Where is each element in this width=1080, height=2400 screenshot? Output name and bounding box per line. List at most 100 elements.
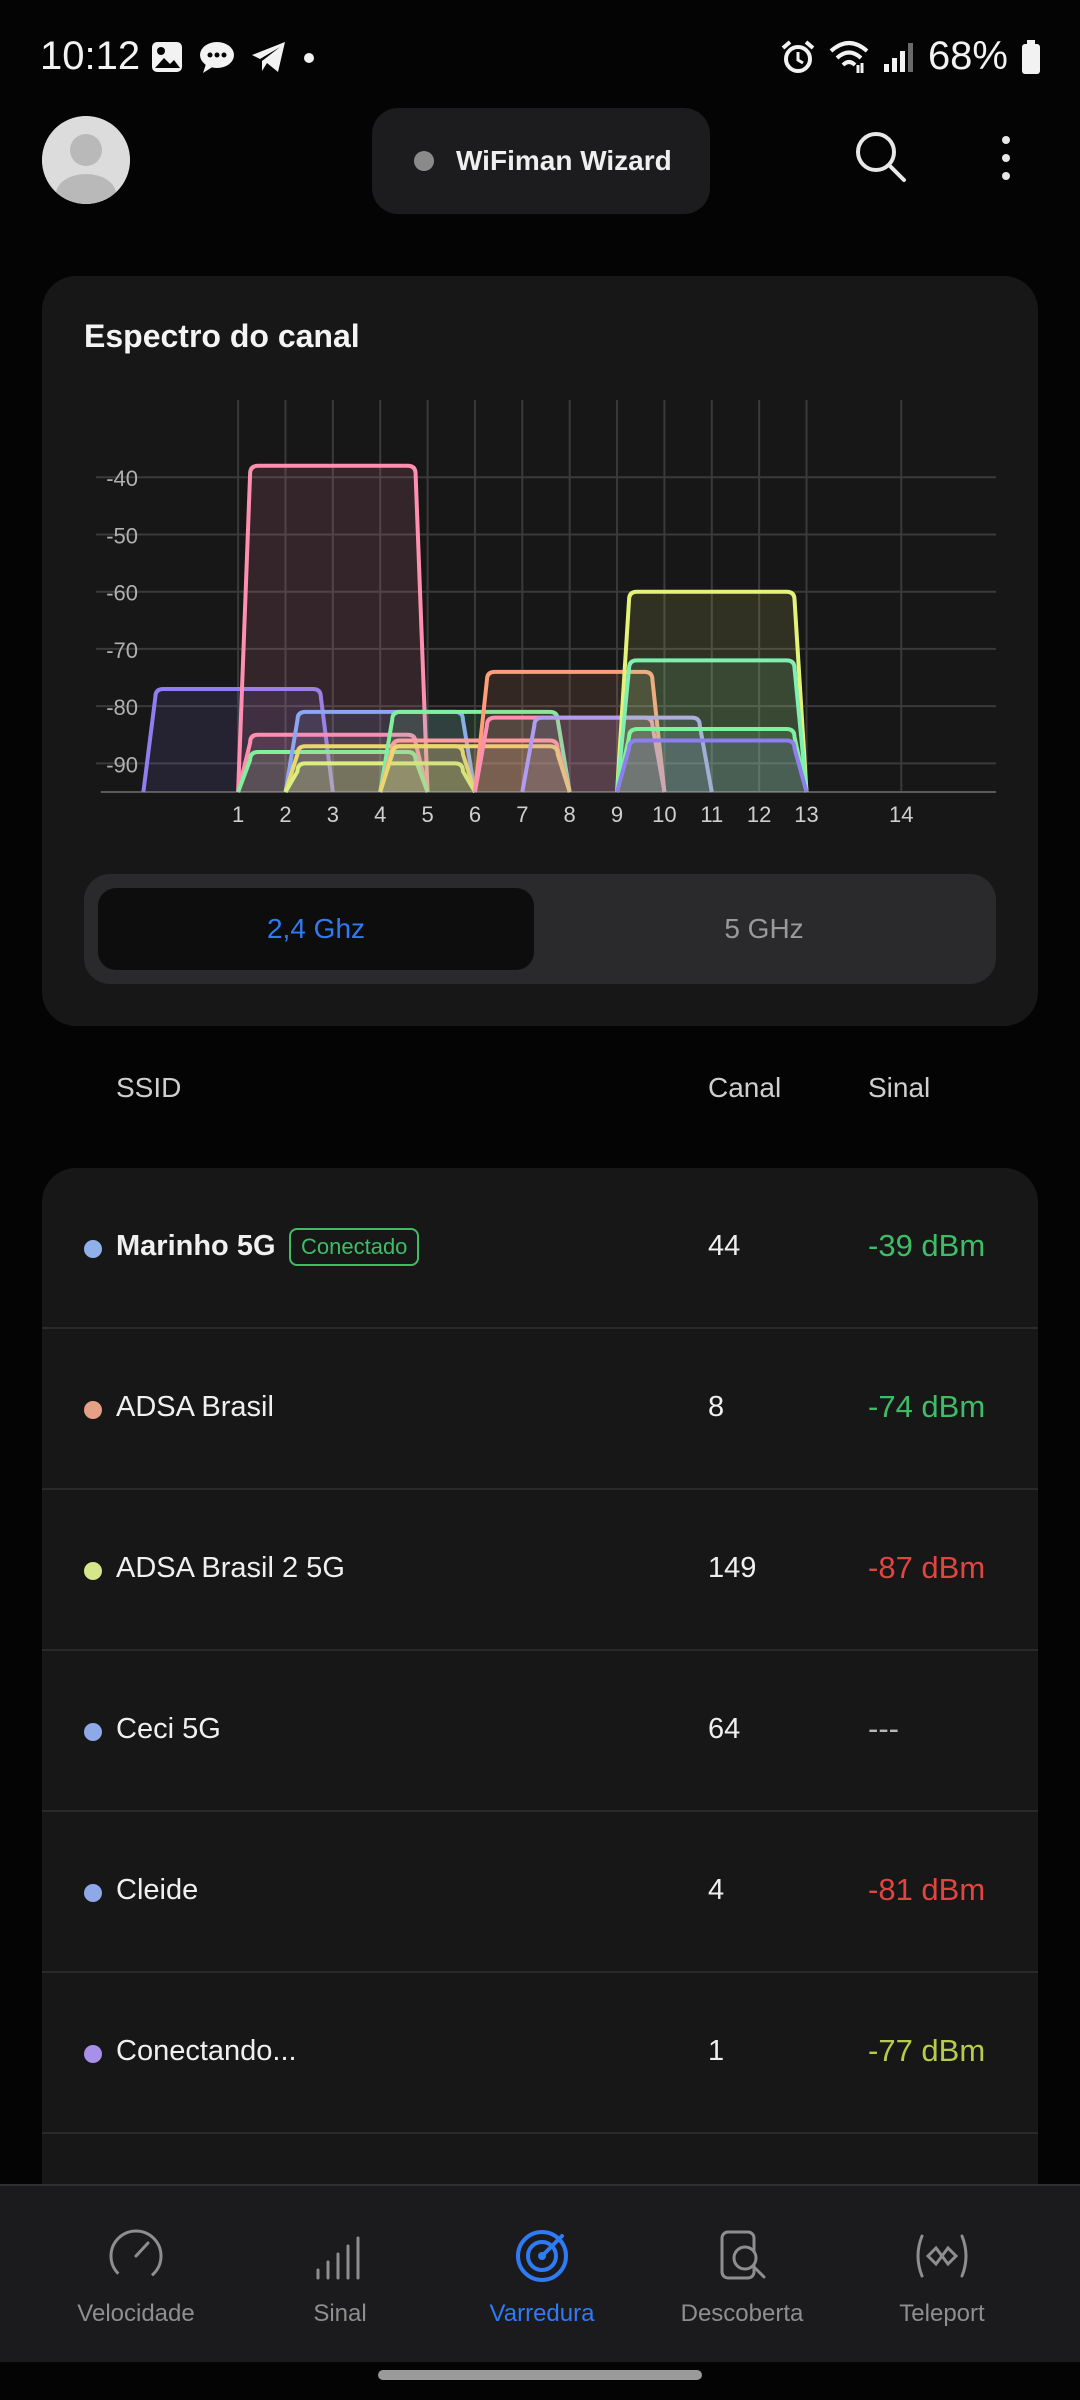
search-icon[interactable]	[852, 128, 908, 184]
signal-icon	[883, 42, 913, 72]
list-item[interactable]: ADSA Brasil 2 5G 149 -87 dBm	[42, 1490, 1038, 1651]
network-ssid: ADSA Brasil	[116, 1391, 274, 1423]
network-channel-curve	[378, 744, 572, 793]
nav-label: Sinal	[313, 2300, 367, 2327]
network-signal: -74 dBm	[868, 1389, 986, 1424]
network-channel: 1	[708, 2035, 725, 2067]
y-tick-label: -70	[106, 638, 138, 663]
list-item[interactable]: Marinho 5G Conectado 44 -39 dBm	[42, 1168, 1038, 1329]
nav-varredura[interactable]: Varredura	[442, 2186, 642, 2364]
x-tick-label: 13	[794, 802, 818, 827]
network-ssid: Ceci 5G	[116, 1713, 221, 1745]
network-signal: ---	[868, 1711, 899, 1746]
network-channel-curve	[236, 749, 430, 793]
discovery-icon	[720, 2230, 766, 2280]
network-color-dot	[84, 1562, 102, 1580]
teleport-icon	[916, 2234, 968, 2278]
network-channel: 44	[708, 1230, 741, 1262]
nav-teleport[interactable]: Teleport	[842, 2186, 1042, 2364]
signal-bars-icon	[316, 2236, 360, 2280]
x-tick-label: 7	[516, 802, 528, 827]
band-2-4ghz-option[interactable]: 2,4 Ghz	[98, 888, 534, 970]
network-ssid: Marinho 5G	[116, 1230, 276, 1262]
network-channel-area	[617, 740, 807, 792]
y-tick-label: -80	[106, 695, 138, 720]
network-channel: 4	[708, 1874, 725, 1906]
x-tick-label: 6	[469, 802, 481, 827]
nav-label: Descoberta	[680, 2300, 804, 2327]
network-signal: -77 dBm	[868, 2033, 986, 2068]
y-tick-label: -90	[106, 752, 138, 777]
home-indicator[interactable]	[378, 2370, 702, 2380]
network-color-dot	[84, 1723, 102, 1741]
x-tick-label: 3	[327, 802, 339, 827]
network-channel-curve	[615, 589, 809, 793]
column-header-ssid: SSID	[116, 1072, 182, 1103]
wizard-status-dot	[414, 151, 434, 171]
network-channel-curve	[283, 761, 477, 794]
telegram-icon	[252, 42, 285, 72]
x-tick-label: 11	[700, 802, 723, 827]
network-channel-area	[380, 746, 570, 792]
status-bar: 10:12	[0, 0, 1080, 120]
network-color-dot	[84, 1401, 102, 1419]
network-channel-area	[285, 746, 475, 792]
connected-badge: Conectado	[289, 1228, 420, 1266]
wifi-icon	[829, 40, 869, 73]
more-vert-icon[interactable]	[990, 130, 1022, 186]
network-color-dot	[84, 2045, 102, 2063]
speedometer-icon	[109, 2229, 163, 2283]
network-ssid: ADSA Brasil 2 5G	[116, 1552, 345, 1584]
network-channel-curve	[236, 463, 430, 793]
y-tick-label: -60	[106, 581, 138, 606]
nav-sinal[interactable]: Sinal	[240, 2186, 440, 2364]
x-tick-label: 14	[889, 802, 913, 827]
nav-label: Teleport	[899, 2300, 985, 2327]
network-color-dot	[84, 1240, 102, 1258]
channel-spectrum-card: Espectro do canal -40 -50 -60 -70 -80 -90 1 2 3 4…	[42, 276, 1038, 1026]
x-tick-label: 4	[374, 802, 386, 827]
list-item[interactable]: ADSA Brasil 8 -74 dBm	[42, 1329, 1038, 1490]
dot-icon	[304, 53, 314, 63]
y-tick-label: -40	[106, 466, 138, 491]
wifiman-wizard-button[interactable]: WiFiman Wizard	[372, 108, 710, 214]
bottom-navigation: Velocidade Sinal Varredura Descoberta Te…	[0, 2184, 1080, 2362]
nav-label: Varredura	[489, 2300, 595, 2327]
band-5ghz-option[interactable]: 5 GHz	[724, 913, 804, 944]
network-channel-area	[617, 729, 807, 792]
x-tick-label: 9	[611, 802, 623, 827]
network-list: Marinho 5G Conectado 44 -39 dBm ADSA Bra…	[42, 1168, 1038, 2188]
network-channel-curve	[520, 715, 714, 793]
y-tick-label: -50	[106, 523, 138, 548]
network-signal: -87 dBm	[868, 1550, 986, 1585]
network-channel-curve	[283, 744, 477, 793]
battery-icon	[1022, 39, 1040, 74]
network-channel-area	[522, 717, 712, 792]
network-signal: -39 dBm	[868, 1228, 986, 1263]
list-item[interactable]: Cleide 4 -81 dBm	[42, 1812, 1038, 1973]
status-time: 10:12	[40, 34, 141, 78]
list-item[interactable]: Ceci 5G 64 ---	[42, 1651, 1038, 1812]
x-tick-label: 5	[421, 802, 433, 827]
x-tick-label: 10	[652, 802, 676, 827]
network-color-dot	[84, 1884, 102, 1902]
network-channel: 149	[708, 1552, 757, 1584]
avatar[interactable]	[42, 116, 130, 204]
x-tick-label: 12	[747, 802, 771, 827]
list-item[interactable]: Conectando... 1 -77 dBm	[42, 1973, 1038, 2134]
alarm-icon	[781, 39, 815, 73]
network-channel-area	[380, 711, 570, 792]
nav-velocidade[interactable]: Velocidade	[36, 2186, 236, 2364]
spectrum-chart: -40-50-60-70-80-901 2 3 4 5 6 7 8 9 10 11 12 13 14	[96, 400, 996, 827]
network-channel: 8	[708, 1391, 725, 1423]
network-signal: -81 dBm	[868, 1872, 986, 1907]
battery-percent: 68%	[927, 34, 1008, 78]
column-header-channel: Canal	[708, 1072, 782, 1103]
nav-descoberta[interactable]: Descoberta	[642, 2186, 842, 2364]
wizard-label: WiFiman Wizard	[456, 145, 672, 176]
avatar-icon	[42, 116, 130, 204]
gallery-icon	[152, 42, 182, 72]
network-channel: 64	[708, 1713, 741, 1745]
column-header-signal: Sinal	[868, 1072, 931, 1103]
nav-label: Velocidade	[77, 2300, 195, 2327]
